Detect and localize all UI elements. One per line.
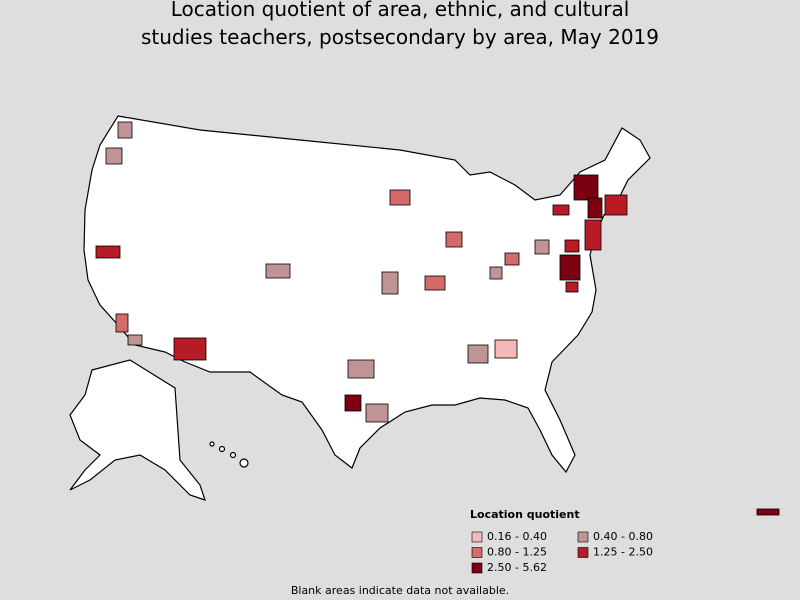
legend-swatch — [471, 531, 483, 543]
area — [494, 339, 518, 359]
area — [95, 245, 121, 259]
area — [344, 394, 362, 412]
area — [489, 266, 503, 280]
area — [115, 313, 129, 333]
title-line: studies teachers, postsecondary by area,… — [141, 25, 659, 49]
area — [564, 239, 580, 253]
legend-swatch — [471, 547, 483, 558]
legend-label: 0.16 - 0.40 — [487, 530, 547, 543]
area — [424, 275, 446, 291]
legend-label: 2.50 - 5.62 — [487, 561, 547, 574]
hawaii — [209, 441, 249, 468]
legend-swatch — [577, 547, 589, 558]
area — [565, 281, 579, 293]
puerto-rico — [756, 508, 780, 516]
area — [573, 174, 599, 201]
legend-label: 0.80 - 1.25 — [487, 546, 547, 559]
area — [604, 194, 628, 216]
title-line: Location quotient of area, ethnic, and c… — [171, 0, 630, 21]
area — [365, 403, 389, 423]
footnote: Blank areas indicate data not available. — [291, 584, 509, 597]
area — [559, 254, 581, 281]
continental-us — [83, 115, 651, 474]
area — [265, 263, 291, 279]
area — [105, 147, 123, 165]
legend-title: Location quotient — [470, 508, 580, 521]
area — [445, 231, 463, 248]
area — [117, 121, 133, 139]
alaska — [69, 359, 206, 501]
areas — [95, 121, 628, 423]
legend: 0.16 - 0.40 0.40 - 0.80 0.80 - 1.25 1.25 - … — [471, 530, 653, 574]
legend-swatch — [577, 531, 589, 543]
legend-swatch — [471, 562, 483, 574]
area — [587, 197, 603, 219]
area — [504, 252, 520, 266]
legend-label: 1.25 - 2.50 — [593, 546, 653, 559]
area — [467, 344, 489, 364]
area — [347, 359, 375, 379]
legend-label: 0.40 - 0.80 — [593, 530, 653, 543]
area — [552, 204, 570, 216]
area — [381, 271, 399, 295]
area — [389, 189, 411, 206]
area — [127, 334, 143, 346]
area — [173, 337, 207, 361]
map — [69, 115, 780, 516]
area — [584, 219, 602, 251]
area — [534, 239, 550, 255]
